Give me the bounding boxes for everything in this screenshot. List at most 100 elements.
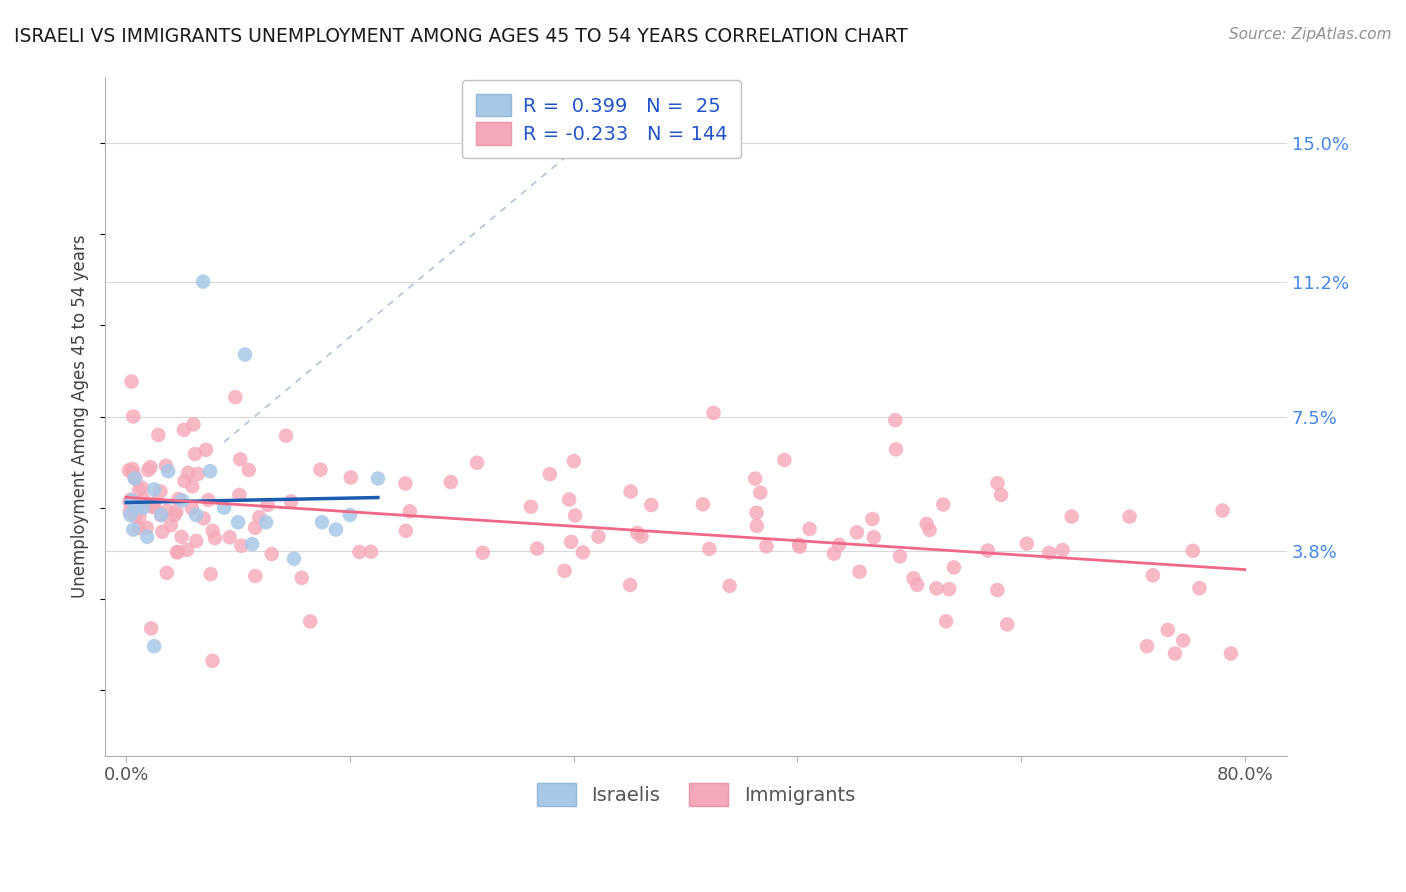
Point [339,508,361,522]
Point [124,471,146,485]
Point [132,492,155,507]
Point [136,530,159,544]
Point [823,547,845,561]
Point [173,423,195,437]
Point [1060,509,1083,524]
Point [240,537,263,551]
Point [349,545,371,559]
Point [198,464,221,478]
Point [745,519,768,533]
Point [538,467,561,482]
Point [218,530,240,544]
Point [925,582,948,596]
Point [204,531,226,545]
Text: Source: ZipAtlas.com: Source: ZipAtlas.com [1229,27,1392,42]
Point [787,538,810,552]
Point [143,483,166,497]
Point [554,564,576,578]
Point [283,551,305,566]
Point [135,521,157,535]
Point [626,525,648,540]
Point [124,509,146,524]
Point [122,409,145,424]
Point [325,523,347,537]
Point [309,463,332,477]
Point [440,475,463,489]
Point [848,565,870,579]
Point [141,622,163,636]
Point [360,545,382,559]
Point [291,571,314,585]
Point [118,463,141,477]
Point [173,474,195,488]
Point [938,582,960,596]
Point [238,463,260,477]
Point [558,492,581,507]
Point [274,428,297,442]
Point [139,460,162,475]
Point [1157,623,1180,637]
Point [915,516,938,531]
Point [197,493,219,508]
Point [745,506,768,520]
Point [127,500,149,515]
Point [201,654,224,668]
Point [186,533,208,548]
Point [697,541,720,556]
Point [340,470,363,484]
Point [165,504,187,518]
Point [149,484,172,499]
Point [156,503,179,517]
Point [932,498,955,512]
Point [155,458,177,473]
Point [150,524,173,539]
Point [132,500,155,515]
Point [157,464,180,478]
Point [143,639,166,653]
Point [142,496,165,510]
Point [749,485,772,500]
Point [191,275,214,289]
Point [1164,647,1187,661]
Point [118,494,141,508]
Point [121,466,143,480]
Point [148,428,170,442]
Point [160,518,183,533]
Point [163,508,186,523]
Point [562,454,585,468]
Point [124,471,146,485]
Point [128,509,150,524]
Point [588,530,610,544]
Point [884,442,907,457]
Point [399,504,422,518]
Point [1136,639,1159,653]
Point [986,582,1008,597]
Point [1212,503,1234,517]
Point [640,498,662,512]
Point [128,521,150,535]
Point [905,578,928,592]
Point [156,566,179,580]
Point [120,492,142,507]
Point [280,494,302,508]
Point [367,471,389,485]
Point [828,538,851,552]
Point [1142,568,1164,582]
Point [395,524,418,538]
Point [131,481,153,495]
Point [243,521,266,535]
Point [229,452,252,467]
Point [125,500,148,515]
Point [942,560,965,574]
Point [181,479,204,493]
Point [935,615,957,629]
Point [212,500,235,515]
Point [121,493,143,508]
Point [311,515,333,529]
Point [620,484,643,499]
Point [995,617,1018,632]
Point [630,529,652,543]
Point [789,540,811,554]
Point [150,508,173,522]
Point [247,510,270,524]
